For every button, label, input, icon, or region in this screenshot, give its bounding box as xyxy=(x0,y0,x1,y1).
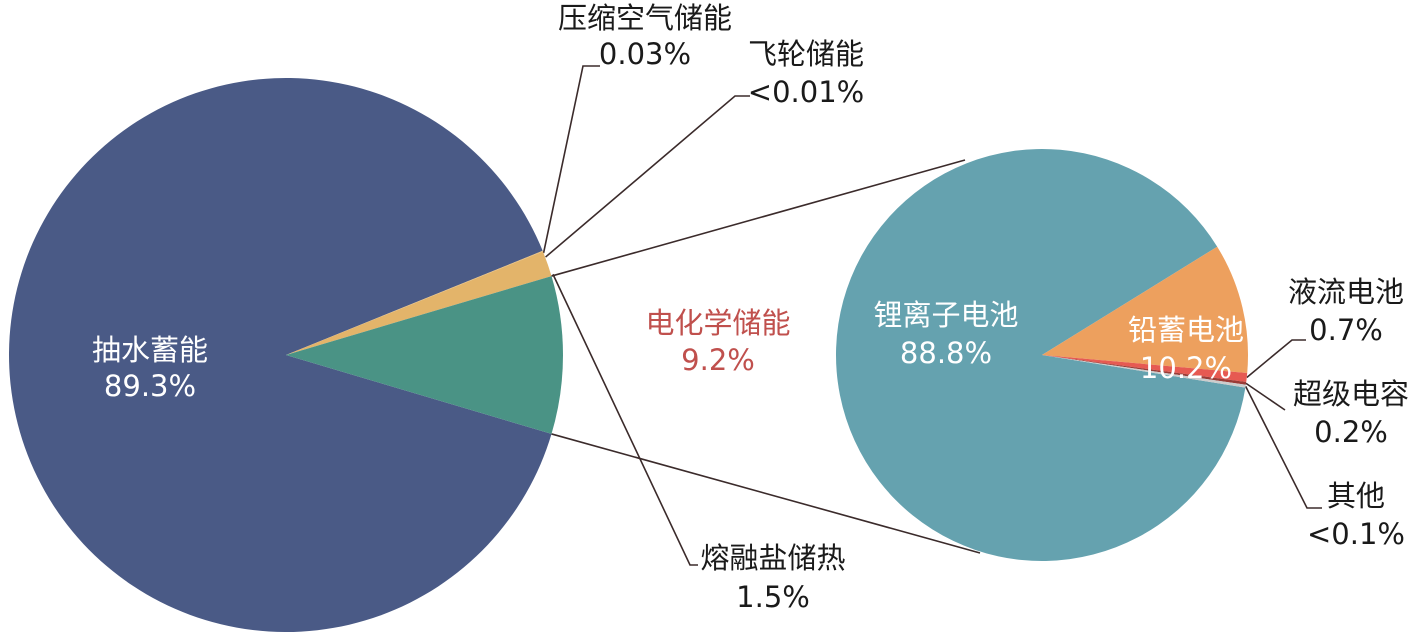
slice-supercapacitor xyxy=(1042,355,1247,385)
label-flow-battery-value: 0.7% xyxy=(1309,313,1383,347)
label-flywheel-value: <0.01% xyxy=(748,75,864,109)
label-supercapacitor-value: 0.2% xyxy=(1314,415,1388,449)
slice-pumped-hydro xyxy=(8,78,552,633)
slice-flow-battery xyxy=(1042,355,1248,382)
leader-flywheel xyxy=(545,95,750,258)
label-molten-salt-name: 熔融盐储热 xyxy=(700,541,845,575)
label-pumped-hydro-value: 89.3% xyxy=(104,369,196,403)
leader-flow-battery xyxy=(1246,339,1306,379)
leader-compressed-air xyxy=(542,65,600,254)
slice-molten-salt xyxy=(286,251,552,355)
slice-compressed-air xyxy=(286,250,543,355)
leader-supercapacitor xyxy=(1245,382,1286,411)
label-compressed-air-name: 压缩空气储能 xyxy=(558,1,732,35)
slice-flywheel xyxy=(286,251,543,355)
sub-pie xyxy=(836,149,1248,562)
slice-li-ion xyxy=(836,149,1246,562)
main-pie xyxy=(8,78,563,633)
label-electrochemical-name: 电化学储能 xyxy=(645,306,790,340)
slice-lead-acid xyxy=(1042,246,1248,373)
label-flywheel-name: 飞轮储能 xyxy=(748,37,864,71)
label-other-name: 其他 xyxy=(1327,479,1385,513)
leader-molten-salt xyxy=(552,273,698,566)
label-li-ion-value: 88.8% xyxy=(900,336,992,370)
slice-electrochemical xyxy=(286,276,563,434)
label-other-value: <0.1% xyxy=(1307,517,1405,551)
connector-line-top xyxy=(551,159,966,277)
label-pumped-hydro-name: 抽水蓄能 xyxy=(92,333,208,367)
label-li-ion-name: 锂离子电池 xyxy=(873,298,1018,332)
label-lead-acid-name: 铅蓄电池 xyxy=(1128,313,1244,347)
slice-other xyxy=(1042,355,1246,388)
connector-line-bottom xyxy=(551,433,981,554)
label-molten-salt-value: 1.5% xyxy=(736,580,810,614)
label-electrochemical-value: 9.2% xyxy=(681,343,755,377)
label-supercapacitor-name: 超级电容 xyxy=(1293,377,1409,411)
label-lead-acid-value: 10.2% xyxy=(1140,351,1232,385)
label-compressed-air-value: 0.03% xyxy=(599,37,691,71)
leader-other xyxy=(1244,385,1322,509)
leader-lines xyxy=(542,65,1322,566)
label-flow-battery-name: 液流电池 xyxy=(1288,275,1404,309)
